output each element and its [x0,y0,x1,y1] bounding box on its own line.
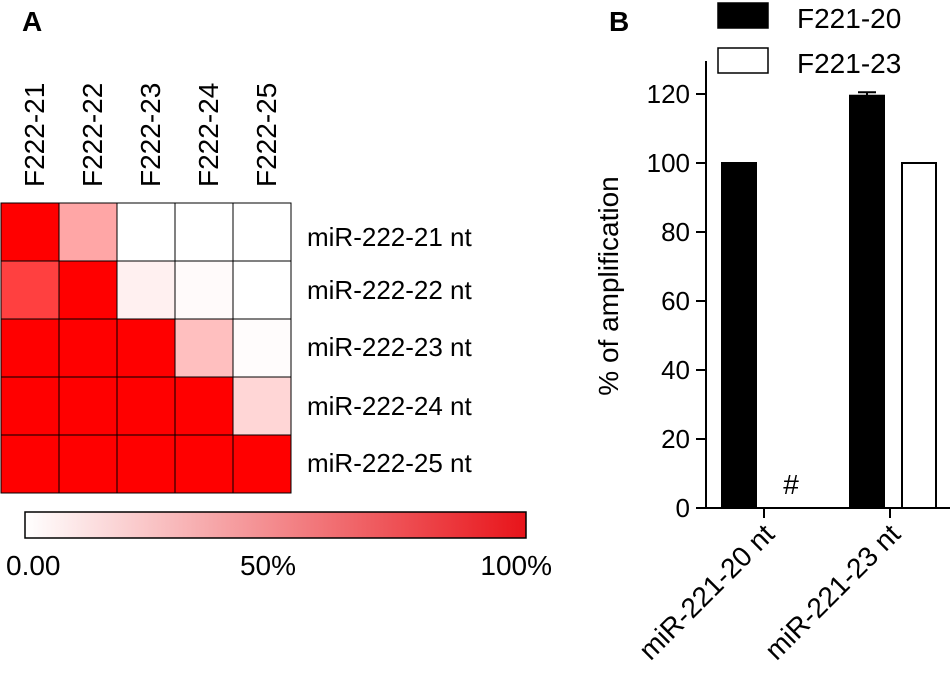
heatmap-cell [58,376,118,436]
heatmap-cell [174,434,234,494]
heatmap-cell [58,318,118,378]
heatmap-cell [232,202,292,262]
heatmap-cell [174,376,234,436]
heatmap-row-label: miR-222-21 nt [307,222,473,252]
heatmap-cell [0,260,60,320]
heatmap-cell [174,202,234,262]
colorbar-tick-label: 50% [240,550,296,581]
y-ticks [696,93,706,509]
y-tick-label: 40 [661,355,690,385]
y-tick-label: 60 [661,286,690,316]
heatmap-col-label: F222-22 [77,83,108,187]
heatmap-cell [0,434,60,494]
y-axis-label: % of amplification [593,176,624,395]
heatmap-cell [0,318,60,378]
panel-b: B F221-20 F221-23 % of amplification 0 2… [593,2,950,666]
heatmap-cell [174,318,234,378]
heatmap-column-labels: F222-21 F222-22 F222-23 F222-24 F222-25 [19,83,282,187]
annotation-hash: # [783,469,799,500]
panel-a-label: A [22,6,42,37]
heatmap-cell [232,260,292,320]
heatmap-cell [116,318,176,378]
heatmap-cells [0,202,292,494]
panel-a: A F222-21 F222-22 F222-23 F222-24 F222-2… [0,6,552,581]
y-tick-label: 0 [676,493,690,523]
x-category-label: miR-221-23 nt [759,518,907,666]
heatmap-cell [232,376,292,436]
heatmap-cell [174,260,234,320]
panel-b-label: B [609,6,629,37]
bar-f221-20 [849,94,885,509]
legend: F221-20 F221-23 [717,2,901,79]
heatmap-cell [0,202,60,262]
colorbar [24,511,527,539]
bars [721,91,937,509]
heatmap-cell [58,202,118,262]
y-tick-label: 100 [647,148,690,178]
legend-label: F221-20 [797,3,901,34]
y-tick-label: 80 [661,217,690,247]
colorbar-tick-label: 0.00 [6,550,61,581]
heatmap-cell [232,434,292,494]
colorbar-tick-label: 100% [480,550,552,581]
heatmap-cell [0,376,60,436]
legend-swatch-f221-20 [717,2,769,29]
heatmap-cell [58,260,118,320]
heatmap-row-label: miR-222-23 nt [307,332,473,362]
heatmap-col-label: F222-23 [135,83,166,187]
heatmap-row-label: miR-222-22 nt [307,275,473,305]
heatmap-col-label: F222-25 [251,83,282,187]
heatmap-cell [58,434,118,494]
heatmap-row-labels: miR-222-21 nt miR-222-22 nt miR-222-23 n… [307,222,473,478]
heatmap-cell [116,202,176,262]
heatmap-col-label: F222-21 [19,83,50,187]
y-tick-labels: 0 20 40 60 80 100 120 [647,79,690,523]
heatmap-row-label: miR-222-24 nt [307,391,473,421]
heatmap-cell [232,318,292,378]
heatmap-col-label: F222-24 [193,83,224,187]
y-tick-label: 20 [661,424,690,454]
legend-swatch-f221-23 [717,47,769,74]
legend-label: F221-23 [797,48,901,79]
heatmap-cell [116,376,176,436]
heatmap-row-label: miR-222-25 nt [307,448,473,478]
heatmap-cell [116,260,176,320]
heatmap-cell [116,434,176,494]
y-tick-label: 120 [647,79,690,109]
bar-f221-20 [721,162,757,509]
bar-f221-23 [901,162,937,509]
